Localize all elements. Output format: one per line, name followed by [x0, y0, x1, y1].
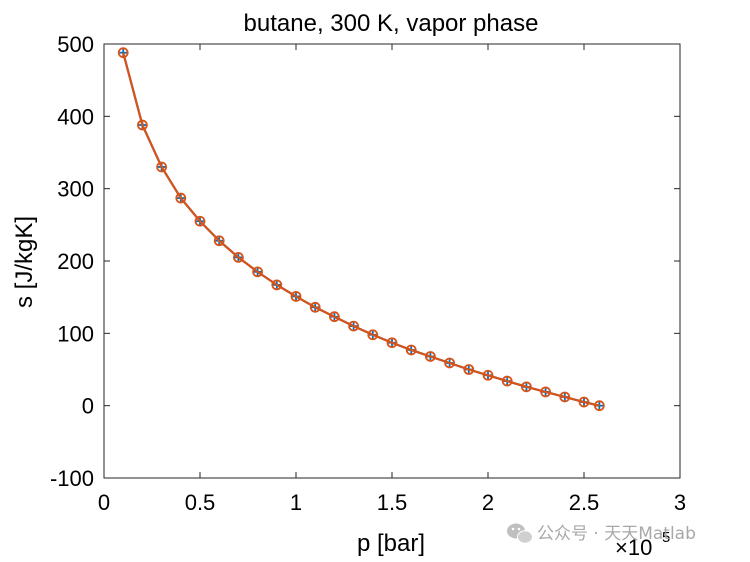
- data-point-circle: [521, 381, 532, 393]
- data-point-circle: [386, 337, 398, 349]
- x-axis-label: p [bar]: [357, 530, 425, 557]
- data-point-circle: [559, 391, 571, 403]
- data-point-circle: [194, 215, 206, 227]
- data-point-circle: [232, 251, 244, 263]
- wechat-icon: [507, 523, 533, 544]
- y-axis-label: s [J/kgK]: [11, 216, 38, 308]
- y-tick-label: 500: [57, 32, 94, 57]
- series-layer: [117, 47, 605, 412]
- data-point-circle: [213, 235, 225, 247]
- watermark-text: 公众号 · 天天Matlab: [537, 524, 696, 544]
- x-tick-label: 2.5: [569, 490, 600, 515]
- x-tick-label: 0.5: [185, 490, 216, 515]
- x-axis-exponent: ×10 5: [615, 529, 670, 560]
- data-point-circle: [405, 344, 417, 356]
- x-tick-label: 3: [674, 490, 686, 515]
- x-axis-ticks: 0 0.5 1 1.5 2 2.5 3: [98, 44, 686, 515]
- data-point-circle: [367, 329, 379, 341]
- data-point-circle: [136, 119, 148, 131]
- data-point-circle: [444, 357, 456, 369]
- y-tick-label: 200: [57, 249, 94, 274]
- chart-title: butane, 300 K, vapor phase: [244, 10, 539, 37]
- data-point-circle: [252, 266, 264, 278]
- data-point-circle: [578, 396, 590, 408]
- y-tick-label: 100: [57, 321, 94, 346]
- watermark: 公众号 · 天天Matlab: [507, 523, 696, 544]
- plot-area-box: [103, 43, 681, 479]
- data-point-circle: [309, 301, 321, 313]
- data-point-circle: [593, 400, 605, 412]
- x-tick-label: 1.5: [377, 490, 408, 515]
- data-point-circle: [348, 320, 360, 332]
- x-exponent-power: 5: [662, 529, 670, 546]
- y-axis-ticks: -100 0 100 200 300 400 500: [50, 32, 680, 491]
- x-exponent-base: ×10: [615, 535, 652, 560]
- data-point-circle: [290, 291, 302, 302]
- x-tick-label: 0: [98, 490, 110, 515]
- data-point-circle: [117, 47, 129, 59]
- y-tick-label: -100: [50, 466, 94, 491]
- data-point-circle: [156, 161, 168, 173]
- x-tick-label: 1: [290, 490, 302, 515]
- data-point-circle: [501, 375, 513, 387]
- y-tick-label: 300: [57, 177, 94, 202]
- data-point-circle: [175, 192, 187, 204]
- y-tick-label: 0: [82, 394, 94, 419]
- data-point-circle: [424, 351, 436, 362]
- y-tick-label: 400: [57, 104, 94, 129]
- data-point-circle: [540, 386, 551, 398]
- x-tick-label: 2: [482, 490, 494, 515]
- data-point-circle: [482, 369, 494, 381]
- data-point-circle: [271, 279, 283, 291]
- data-point-circle: [463, 364, 475, 375]
- data-point-circle: [328, 311, 340, 323]
